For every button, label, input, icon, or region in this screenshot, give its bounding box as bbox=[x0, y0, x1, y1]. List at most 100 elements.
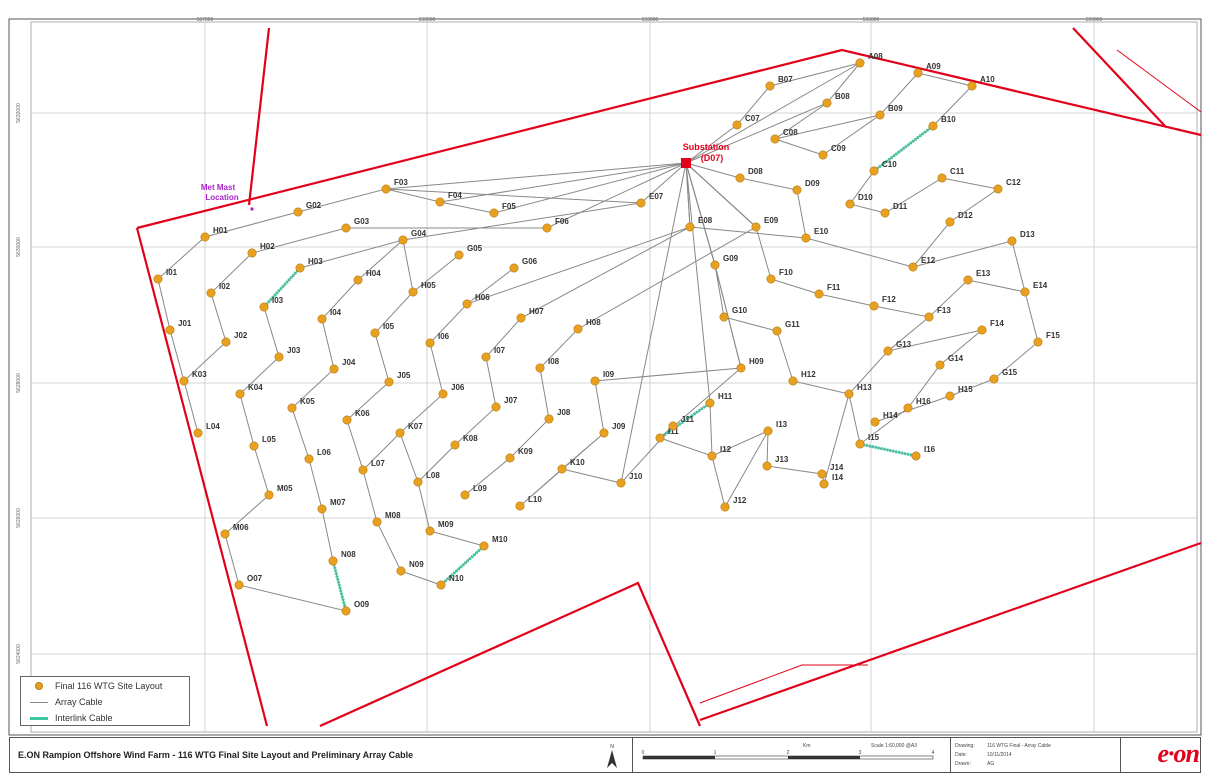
turbine-label: G06 bbox=[522, 257, 538, 266]
turbine-marker bbox=[924, 312, 934, 322]
scale-tick: 1 bbox=[714, 750, 717, 756]
turbine-marker bbox=[542, 223, 552, 233]
array-cable bbox=[774, 138, 824, 156]
turbine-marker bbox=[710, 260, 720, 270]
grid-tick-top: 599000 bbox=[1086, 17, 1103, 23]
turbine-marker bbox=[655, 433, 665, 443]
turbine-label: L10 bbox=[528, 495, 542, 504]
turbine-label: F04 bbox=[448, 191, 462, 200]
grid-tick-top: 596000 bbox=[863, 17, 880, 23]
turbine-label: H12 bbox=[801, 370, 816, 379]
title-block: E.ON Rampion Offshore Wind Farm - 116 WT… bbox=[9, 737, 1201, 773]
turbine-marker bbox=[438, 389, 448, 399]
turbine-label: H16 bbox=[916, 397, 931, 406]
grid-tick-left: 5628000 bbox=[16, 373, 22, 393]
array-cable bbox=[466, 267, 515, 305]
north-arrow-icon: N bbox=[607, 744, 617, 768]
turbine-label: G10 bbox=[732, 306, 748, 315]
turbine-marker bbox=[801, 233, 811, 243]
turbine-marker bbox=[413, 477, 423, 487]
turbine-label: J01 bbox=[178, 319, 192, 328]
turbine-marker bbox=[668, 421, 678, 431]
turbine-label: C08 bbox=[783, 128, 798, 137]
turbine-marker bbox=[705, 398, 715, 408]
scale-unit: Km bbox=[803, 743, 811, 749]
turbine-marker bbox=[880, 208, 890, 218]
met-mast-label-2: Location bbox=[205, 193, 238, 202]
turbine-marker bbox=[735, 173, 745, 183]
boundary-southeast bbox=[699, 541, 1202, 722]
turbine-label: J12 bbox=[733, 496, 747, 505]
turbine-marker bbox=[206, 288, 216, 298]
turbine-label: G04 bbox=[411, 229, 427, 238]
turbine-label: D11 bbox=[893, 202, 908, 211]
substation-id: (D07) bbox=[701, 153, 724, 163]
turbine-label: I05 bbox=[383, 322, 395, 331]
turbine-label: E07 bbox=[649, 192, 664, 201]
turbine-marker bbox=[869, 166, 879, 176]
turbine-label: F14 bbox=[990, 319, 1004, 328]
scale-tick: 4 bbox=[932, 750, 935, 756]
turbine-marker bbox=[372, 517, 382, 527]
turbine-marker bbox=[247, 248, 257, 258]
turbine-label: G05 bbox=[467, 244, 483, 253]
date-value: 10/11/2014 bbox=[987, 752, 1012, 758]
wind-farm-map: 587000 590000 593000 596000 599000 5632000 563… bbox=[8, 17, 1202, 736]
turbine-label: I15 bbox=[868, 433, 880, 442]
turbine-label: F15 bbox=[1046, 331, 1060, 340]
turbine-marker bbox=[341, 606, 351, 616]
turbine-label: B07 bbox=[778, 75, 793, 84]
turbine-marker bbox=[264, 490, 274, 500]
turbine-label: F10 bbox=[779, 268, 793, 277]
turbine-marker bbox=[822, 98, 832, 108]
drawing-value: 116 WTG Final - Array Cable bbox=[987, 743, 1051, 749]
turbine-label: C11 bbox=[950, 167, 965, 176]
turbine-label: H05 bbox=[421, 281, 436, 290]
grid-tick-top: 587000 bbox=[197, 17, 214, 23]
turbine-marker bbox=[599, 428, 609, 438]
turbine-marker bbox=[462, 299, 472, 309]
turbine-marker bbox=[317, 314, 327, 324]
turbine-marker bbox=[911, 451, 921, 461]
turbine-label: O09 bbox=[354, 600, 370, 609]
turbine-label: H06 bbox=[475, 293, 490, 302]
array-cable bbox=[685, 162, 1026, 318]
turbine-marker bbox=[792, 185, 802, 195]
turbine-label: I03 bbox=[272, 296, 284, 305]
turbine-marker bbox=[425, 338, 435, 348]
turbine-marker bbox=[200, 232, 210, 242]
turbine-label: J09 bbox=[612, 422, 626, 431]
turbine-marker bbox=[945, 217, 955, 227]
turbine-marker bbox=[875, 110, 885, 120]
turbine-marker bbox=[370, 328, 380, 338]
interlink-cable-icon bbox=[30, 716, 48, 720]
turbine-label: D08 bbox=[748, 167, 763, 176]
turbine-marker bbox=[883, 346, 893, 356]
turbine-label: L07 bbox=[371, 459, 385, 468]
turbine-label: K07 bbox=[408, 422, 423, 431]
turbine-marker bbox=[396, 566, 406, 576]
grid-tick-labels: 587000 590000 593000 596000 599000 5632000 563… bbox=[16, 17, 1103, 664]
turbine-marker bbox=[935, 360, 945, 370]
turbine-label: C10 bbox=[882, 160, 897, 169]
legend-interlink: Interlink Cable bbox=[21, 711, 189, 725]
turbine-label: D12 bbox=[958, 211, 973, 220]
interlink-cable bbox=[439, 544, 486, 587]
turbine-label: E14 bbox=[1033, 281, 1048, 290]
substation-marker bbox=[681, 158, 691, 168]
array-cable bbox=[412, 254, 460, 293]
turbine-marker bbox=[287, 403, 297, 413]
turbine-label: F05 bbox=[502, 202, 516, 211]
turbine-marker bbox=[235, 389, 245, 399]
turbine-label: E12 bbox=[921, 256, 936, 265]
map-title: E.ON Rampion Offshore Wind Farm - 116 WT… bbox=[18, 750, 414, 760]
turbine-marker bbox=[636, 198, 646, 208]
array-cable bbox=[224, 162, 687, 612]
turbine-marker bbox=[450, 440, 460, 450]
array-cable bbox=[659, 162, 850, 485]
turbine-marker bbox=[908, 262, 918, 272]
turbine-marker bbox=[341, 223, 351, 233]
turbine-label: M06 bbox=[233, 523, 249, 532]
scale-bar: Km Scale 1:60,000 @A3 0 1 2 3 4 bbox=[642, 743, 935, 760]
turbine-marker bbox=[1007, 236, 1017, 246]
